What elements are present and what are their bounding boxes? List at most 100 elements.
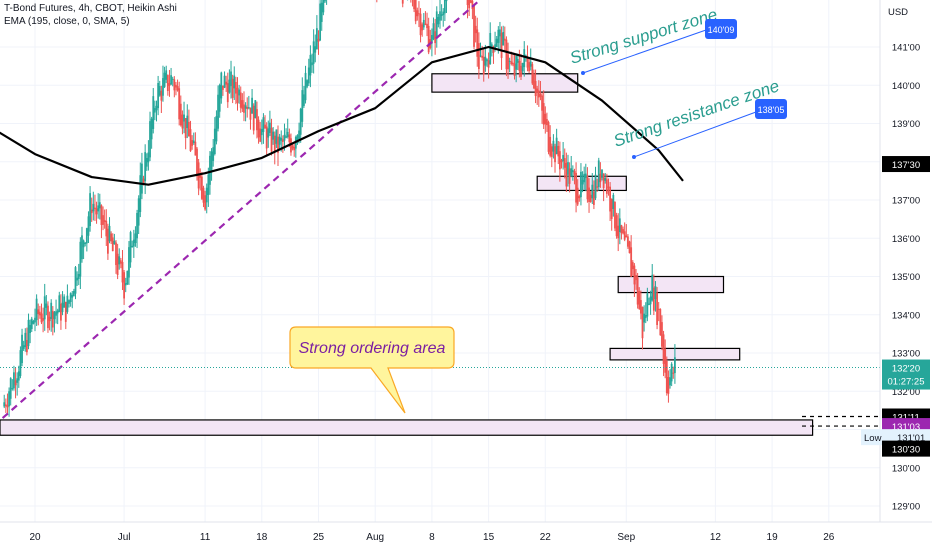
candle-body <box>531 64 534 84</box>
candle-body <box>168 83 171 86</box>
candle-body <box>90 209 93 214</box>
candle-body <box>440 14 443 16</box>
candle-body <box>236 87 239 103</box>
candle-body <box>508 60 511 62</box>
candle-body <box>152 96 155 129</box>
candle-body <box>550 146 553 157</box>
candle-body <box>558 151 561 170</box>
candle-body <box>547 122 550 152</box>
candle-body <box>657 308 660 310</box>
candle-body <box>434 31 437 44</box>
candle-body <box>654 286 657 300</box>
candle-body <box>523 49 526 68</box>
candle-body <box>416 10 419 17</box>
candle-body <box>202 187 205 203</box>
y-tick-label: 140'00 <box>892 81 920 92</box>
candle-body <box>443 0 446 14</box>
ema-line <box>0 45 684 186</box>
y-tick-label: 139'00 <box>892 119 920 130</box>
price-badge-text: 140'09 <box>708 25 735 35</box>
indicator-legend: EMA (195, close, 0, SMA, 5) <box>4 16 130 27</box>
candle-body <box>609 186 611 212</box>
candle-body <box>129 232 132 263</box>
candle-body <box>241 100 244 109</box>
x-tick-label: 26 <box>823 532 835 543</box>
zone-box[interactable] <box>431 73 579 93</box>
candle-body <box>158 86 161 96</box>
bar-countdown: 01:27:25 <box>888 377 925 388</box>
candle-body <box>495 38 498 48</box>
candle-body <box>66 295 69 312</box>
candle-body <box>262 117 265 133</box>
candle-body <box>160 90 163 101</box>
price-badge <box>705 19 737 39</box>
candle-body <box>625 235 628 238</box>
candle-body <box>651 274 654 301</box>
candle-body <box>631 262 634 270</box>
candle-body <box>142 178 145 184</box>
candle-body <box>97 205 100 212</box>
candle-body <box>264 124 266 129</box>
current-price-label-bg <box>882 359 930 390</box>
candle-body <box>544 113 547 125</box>
candle-body <box>533 73 535 89</box>
candle-body <box>82 240 85 248</box>
candle-body <box>659 309 662 336</box>
price-axis[interactable]: 141'00140'00139'00138'00137'00136'00135'… <box>879 0 920 522</box>
candle-body <box>184 118 187 139</box>
candle-body <box>79 241 82 277</box>
candle-body <box>89 193 91 227</box>
candle-body <box>217 94 219 129</box>
ordering-area-callout[interactable] <box>289 326 455 414</box>
candle-body <box>437 17 440 25</box>
candle-body <box>223 75 226 88</box>
candle-body <box>612 194 615 210</box>
candle-body <box>50 302 53 319</box>
candle-body <box>136 212 138 239</box>
candle-body <box>304 72 307 101</box>
trendline[interactable] <box>1 0 505 419</box>
candle-body <box>646 293 649 317</box>
candle-body <box>259 128 262 142</box>
x-tick-label: 11 <box>200 532 211 543</box>
candle-body <box>247 107 250 109</box>
candle-body <box>596 186 599 188</box>
candle-body <box>17 371 20 381</box>
candle-body <box>234 81 237 94</box>
candle-body <box>618 218 621 232</box>
x-tick-label: 25 <box>313 532 325 543</box>
candle-body <box>445 0 448 2</box>
candle-body <box>567 162 569 175</box>
candle-body <box>267 128 270 138</box>
candle-body <box>283 134 286 141</box>
candle-body <box>288 134 291 143</box>
candle-body <box>85 228 88 244</box>
candle-body <box>486 59 488 62</box>
candle-body <box>649 296 652 305</box>
candle-body <box>32 321 35 324</box>
zone-box[interactable] <box>0 419 814 436</box>
candle-body <box>189 129 192 152</box>
candle-body <box>192 140 195 143</box>
x-tick-label: Sep <box>617 532 635 543</box>
time-axis[interactable]: 20 Jul 11 18 25 Aug 8 15 22 Sep 12 19 26 <box>0 521 932 543</box>
candle-body <box>494 44 496 50</box>
candle-body <box>56 310 59 314</box>
zone-box[interactable] <box>617 275 725 294</box>
candle-body <box>144 152 147 182</box>
candle-body <box>175 84 177 88</box>
candle-body <box>588 187 590 202</box>
currency-label: USD <box>888 7 908 18</box>
candle-body <box>8 391 10 407</box>
candle-body <box>309 54 312 76</box>
candle-body <box>607 186 610 188</box>
candle-body <box>205 187 208 203</box>
candle-body <box>643 313 646 323</box>
candle-body <box>617 225 620 239</box>
x-tick-label: 15 <box>483 532 495 543</box>
candle-body <box>171 78 174 80</box>
candle-body <box>303 94 305 106</box>
candle-body <box>186 115 189 129</box>
